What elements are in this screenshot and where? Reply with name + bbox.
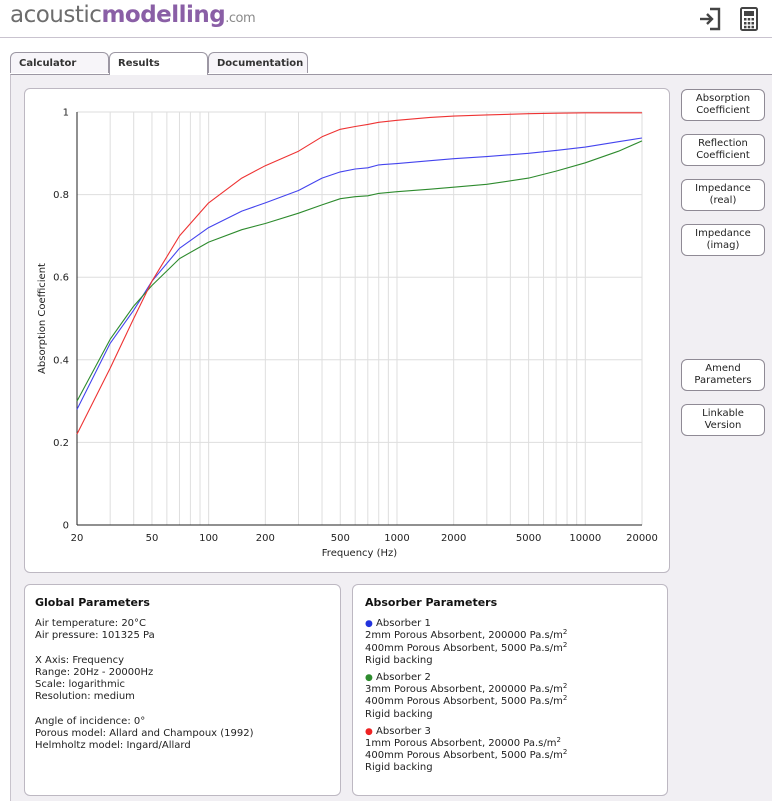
x-axis-label: Frequency (Hz) bbox=[322, 548, 398, 559]
x-tick-label: 200 bbox=[256, 533, 275, 544]
absorber-parameters-title: Absorber Parameters bbox=[365, 596, 498, 609]
x-tick-label: 50 bbox=[146, 533, 159, 544]
reflection-coefficient-button[interactable]: Reflection Coefficient bbox=[681, 134, 765, 166]
header-divider bbox=[0, 37, 772, 38]
spacer bbox=[35, 643, 330, 655]
helmholtz-model-param: Helmholtz model: Ingard/Allard bbox=[35, 740, 191, 752]
air-temperature: Air temperature: 20°C bbox=[35, 618, 147, 630]
chart-container: 0 0.2 0.4 0.6 0.8 1 20 50 100 200 500 1000 2000 5000 1… bbox=[24, 88, 670, 573]
y-tick-label: 1 bbox=[63, 108, 69, 119]
tab-results[interactable]: Results bbox=[109, 52, 208, 75]
resolution-param: Resolution: medium bbox=[35, 691, 135, 703]
site-logo[interactable]: acousticmodelling.com bbox=[10, 2, 256, 28]
x-tick-label: 100 bbox=[199, 533, 218, 544]
angle-param: Angle of incidence: 0° bbox=[35, 715, 146, 727]
absorber-3-header: ● Absorber 3 bbox=[365, 725, 431, 737]
linkable-version-button[interactable]: Linkable Version bbox=[681, 404, 765, 436]
x-tick-label: 20000 bbox=[626, 533, 658, 544]
series-line-3 bbox=[76, 112, 642, 435]
series-line-1 bbox=[76, 137, 643, 410]
absorber-3-backing: Rigid backing bbox=[365, 762, 433, 774]
y-tick-label: 0 bbox=[63, 521, 69, 532]
y-tick-label: 0.4 bbox=[53, 355, 69, 366]
absorption-coefficient-button[interactable]: Absorption Coefficient bbox=[681, 89, 765, 121]
global-parameters-title: Global Parameters bbox=[35, 596, 150, 609]
absorber-2-backing: Rigid backing bbox=[365, 708, 433, 720]
x-tick-label: 10000 bbox=[569, 533, 601, 544]
login-icon[interactable] bbox=[697, 6, 723, 32]
scale-param: Scale: logarithmic bbox=[35, 679, 125, 691]
global-parameters-card: Global Parameters Air temperature: 20°C … bbox=[24, 584, 341, 796]
absorber-1-header: ● Absorber 1 bbox=[365, 618, 431, 630]
absorber-1-layer-1: 2mm Porous Absorbent, 200000 Pa.s/m2 bbox=[365, 628, 568, 642]
y-tick-label: 0.8 bbox=[53, 190, 69, 201]
spacer bbox=[35, 704, 330, 716]
absorber-1-dot: ● bbox=[365, 619, 373, 630]
x-tick-label: 500 bbox=[331, 533, 350, 544]
amend-parameters-button[interactable]: Amend Parameters bbox=[681, 359, 765, 391]
absorber-2-dot: ● bbox=[365, 673, 373, 684]
air-pressure: Air pressure: 101325 Pa bbox=[35, 630, 155, 642]
tab-calculator[interactable]: Calculator bbox=[10, 52, 109, 73]
absorber-3-layer-2: 400mm Porous Absorbent, 5000 Pa.s/m2 bbox=[365, 748, 568, 762]
x-tick-label: 2000 bbox=[441, 533, 466, 544]
absorber-3-dot: ● bbox=[365, 726, 373, 737]
absorber-2-layer-2: 400mm Porous Absorbent, 5000 Pa.s/m2 bbox=[365, 694, 568, 708]
x-axis-param: X Axis: Frequency bbox=[35, 654, 124, 666]
impedance-imag-button[interactable]: Impedance (imag) bbox=[681, 224, 765, 256]
absorption-chart: 0 0.2 0.4 0.6 0.8 1 20 50 100 200 500 1000 2000 5000 1… bbox=[37, 108, 658, 560]
absorber-3-layer-1: 1mm Porous Absorbent, 20000 Pa.s/m2 bbox=[365, 736, 561, 750]
y-tick-label: 0.2 bbox=[53, 438, 69, 449]
porous-model-param: Porous model: Allard and Champoux (1992) bbox=[35, 728, 254, 739]
tab-documentation[interactable]: Documentation bbox=[208, 52, 308, 73]
header: acousticmodelling.com bbox=[0, 0, 772, 38]
calculator-icon[interactable] bbox=[736, 6, 762, 32]
impedance-real-button[interactable]: Impedance (real) bbox=[681, 179, 765, 211]
series-line-2 bbox=[76, 140, 643, 402]
absorber-1-backing: Rigid backing bbox=[365, 654, 433, 666]
absorber-2-header: ● Absorber 2 bbox=[365, 672, 431, 684]
range-param: Range: 20Hz - 20000Hz bbox=[35, 667, 154, 678]
x-tick-label: 20 bbox=[71, 533, 84, 544]
absorber-2-layer-1: 3mm Porous Absorbent, 200000 Pa.s/m2 bbox=[365, 682, 568, 696]
absorber-parameters-card: Absorber Parameters ● Absorber 1 2mm Por… bbox=[352, 584, 668, 796]
y-axis-label: Absorption Coefficient bbox=[37, 263, 48, 374]
x-tick-label: 1000 bbox=[384, 533, 409, 544]
y-tick-label: 0.6 bbox=[53, 273, 69, 284]
x-tick-label: 5000 bbox=[516, 533, 541, 544]
absorber-1-layer-2: 400mm Porous Absorbent, 5000 Pa.s/m2 bbox=[365, 640, 568, 654]
